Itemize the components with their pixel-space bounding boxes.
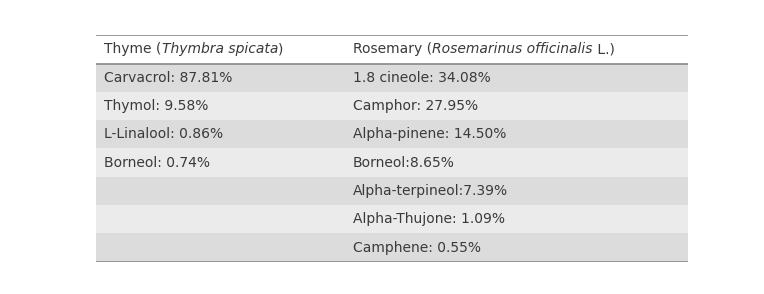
Text: Borneol: 0.74%: Borneol: 0.74% <box>105 156 210 170</box>
Text: Alpha-pinene: 14.50%: Alpha-pinene: 14.50% <box>353 127 507 141</box>
Bar <box>96 64 688 92</box>
Text: Rosemary (: Rosemary ( <box>353 42 432 56</box>
Bar <box>96 120 688 148</box>
Text: ): ) <box>278 42 283 56</box>
Bar <box>96 92 688 120</box>
Text: Thyme (: Thyme ( <box>105 42 162 56</box>
Text: Thymbra spicata: Thymbra spicata <box>162 42 278 56</box>
Text: Alpha-Thujone: 1.09%: Alpha-Thujone: 1.09% <box>353 212 505 226</box>
Text: L.): L.) <box>593 42 614 56</box>
Text: Rosemarinus officinalis: Rosemarinus officinalis <box>432 42 593 56</box>
Bar <box>96 35 688 64</box>
Text: Thymol: 9.58%: Thymol: 9.58% <box>105 99 209 113</box>
Text: L-Linalool: 0.86%: L-Linalool: 0.86% <box>105 127 224 141</box>
Text: Camphene: 0.55%: Camphene: 0.55% <box>353 240 481 255</box>
Bar <box>96 148 688 177</box>
Bar <box>96 233 688 262</box>
Text: Alpha-terpineol:7.39%: Alpha-terpineol:7.39% <box>353 184 508 198</box>
Text: 1.8 cineole: 34.08%: 1.8 cineole: 34.08% <box>353 71 490 85</box>
Bar <box>96 205 688 233</box>
Text: Borneol:8.65%: Borneol:8.65% <box>353 156 455 170</box>
Bar <box>96 177 688 205</box>
Text: Camphor: 27.95%: Camphor: 27.95% <box>353 99 478 113</box>
Text: Carvacrol: 87.81%: Carvacrol: 87.81% <box>105 71 233 85</box>
